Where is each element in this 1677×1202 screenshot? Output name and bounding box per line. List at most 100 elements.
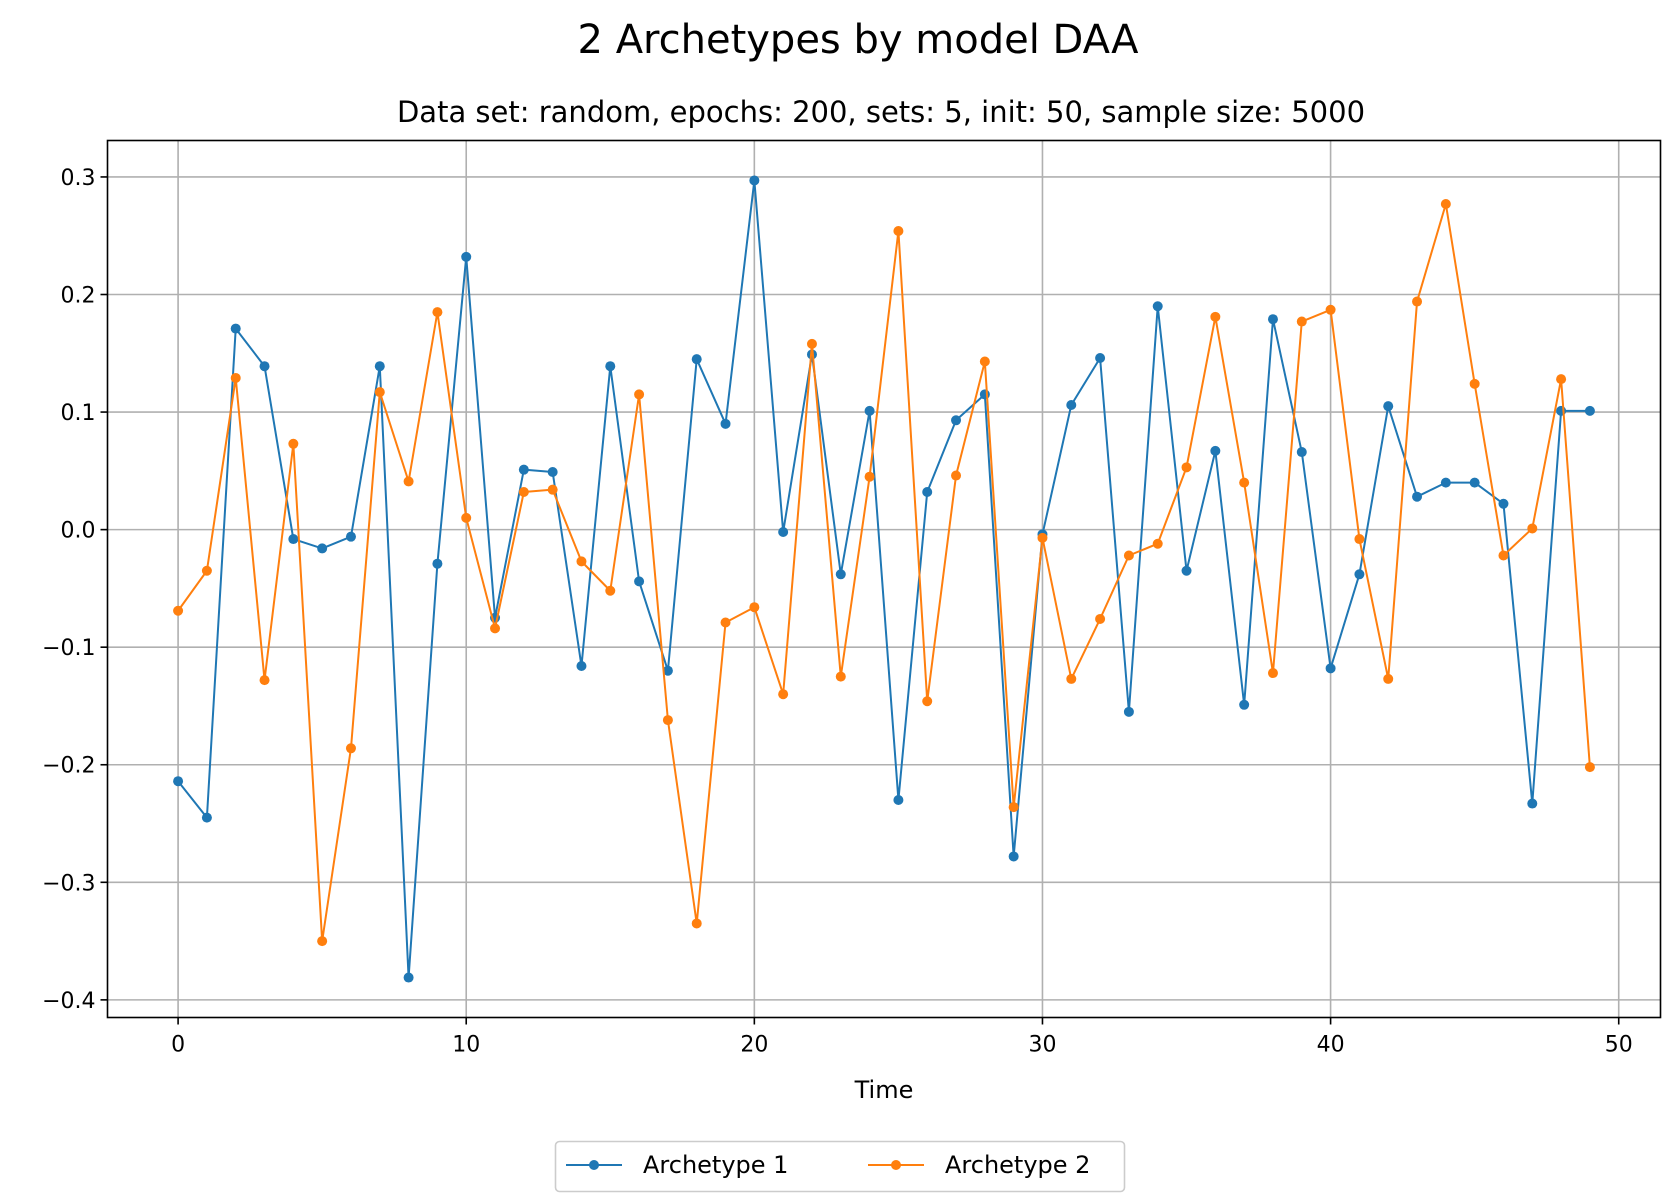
data-point-archetype-1 <box>778 526 789 537</box>
data-point-archetype-2 <box>1181 462 1192 473</box>
y-tick-label: −0.2 <box>42 754 95 779</box>
data-point-archetype-2 <box>605 585 616 596</box>
y-tick-label: −0.4 <box>42 989 95 1014</box>
data-point-archetype-1 <box>1325 663 1336 674</box>
grid <box>107 140 1661 1018</box>
data-point-archetype-1 <box>1181 565 1192 576</box>
series-archetype-1 <box>173 175 1595 983</box>
data-point-archetype-2 <box>173 605 184 616</box>
data-point-archetype-2 <box>864 471 875 482</box>
data-point-archetype-1 <box>432 558 443 569</box>
data-point-archetype-1 <box>634 576 645 587</box>
legend-label-archetype-2: Archetype 2 <box>945 1151 1090 1179</box>
data-point-archetype-2 <box>691 918 702 929</box>
data-point-archetype-2 <box>835 671 846 682</box>
data-point-archetype-2 <box>1267 668 1278 679</box>
y-tick-label: −0.3 <box>42 871 95 896</box>
data-point-archetype-1 <box>345 531 356 542</box>
x-axis-label: Time <box>854 1076 914 1104</box>
data-point-archetype-2 <box>1123 550 1134 561</box>
data-point-archetype-2 <box>1296 316 1307 327</box>
x-tick-label: 50 <box>1605 1033 1633 1058</box>
data-point-archetype-1 <box>1239 699 1250 710</box>
legend-marker-archetype-1 <box>589 1160 599 1170</box>
data-point-archetype-2 <box>1469 378 1480 389</box>
data-point-archetype-2 <box>1440 198 1451 209</box>
data-point-archetype-2 <box>1354 534 1365 545</box>
data-point-archetype-2 <box>288 438 299 449</box>
data-point-archetype-1 <box>1498 498 1509 509</box>
data-point-archetype-2 <box>576 556 587 567</box>
x-tick-label: 40 <box>1317 1033 1345 1058</box>
data-point-archetype-1 <box>605 361 616 372</box>
data-point-archetype-2 <box>951 470 962 481</box>
data-point-archetype-2 <box>230 372 241 383</box>
data-point-archetype-1 <box>835 569 846 580</box>
data-point-archetype-1 <box>1008 851 1019 862</box>
data-point-archetype-1 <box>1095 352 1106 363</box>
data-point-archetype-2 <box>1412 296 1423 307</box>
data-point-archetype-2 <box>1239 477 1250 488</box>
series-archetype-2 <box>173 198 1595 947</box>
data-point-archetype-1 <box>1354 569 1365 580</box>
chart-title: 2 Archetypes by model DAA <box>578 17 1140 63</box>
data-point-archetype-2 <box>806 338 817 349</box>
data-point-archetype-2 <box>1584 762 1595 773</box>
axes: 0 10 20 30 40 50 0.3 0.2 0.1 0.0 −0.1 −0.2 −0.3 −0.4 <box>42 166 1633 1058</box>
data-point-archetype-2 <box>403 476 414 487</box>
data-point-archetype-1 <box>173 776 184 787</box>
data-point-archetype-2 <box>893 226 904 237</box>
data-point-archetype-2 <box>1498 550 1509 561</box>
data-point-archetype-1 <box>1527 798 1538 809</box>
data-point-archetype-1 <box>1469 477 1480 488</box>
data-point-archetype-2 <box>1066 673 1077 684</box>
data-point-archetype-1 <box>720 418 731 429</box>
data-point-archetype-2 <box>345 743 356 754</box>
legend-label-archetype-1: Archetype 1 <box>643 1151 788 1179</box>
x-tick-label: 0 <box>171 1033 185 1058</box>
data-point-archetype-1 <box>259 361 270 372</box>
data-point-archetype-1 <box>374 361 385 372</box>
data-point-archetype-2 <box>749 602 760 613</box>
legend: Archetype 1 Archetype 2 <box>554 1140 1126 1193</box>
data-point-archetype-2 <box>547 484 558 495</box>
y-tick-label: 0.3 <box>61 166 96 191</box>
data-point-archetype-1 <box>662 665 673 676</box>
data-point-archetype-2 <box>634 389 645 400</box>
data-point-archetype-1 <box>576 660 587 671</box>
x-tick-label: 10 <box>452 1033 480 1058</box>
y-tick-label: −0.1 <box>42 636 95 661</box>
data-point-archetype-2 <box>720 617 731 628</box>
data-point-archetype-2 <box>201 565 212 576</box>
data-point-archetype-1 <box>317 543 328 554</box>
data-point-archetype-1 <box>864 405 875 416</box>
y-tick-label: 0.2 <box>61 284 96 309</box>
series-layer <box>173 175 1595 983</box>
legend-box <box>554 1140 1126 1193</box>
data-point-archetype-1 <box>1412 491 1423 502</box>
data-point-archetype-2 <box>1383 673 1394 684</box>
data-point-archetype-2 <box>1037 532 1048 543</box>
data-point-archetype-2 <box>374 387 385 398</box>
y-tick-label: 0.1 <box>61 401 96 426</box>
data-point-archetype-2 <box>1008 802 1019 813</box>
data-point-archetype-1 <box>922 487 933 498</box>
series-line-archetype-2 <box>177 202 1591 943</box>
data-point-archetype-2 <box>432 307 443 318</box>
series-line-archetype-1 <box>177 179 1590 979</box>
x-tick-label: 20 <box>740 1033 768 1058</box>
data-point-archetype-2 <box>979 356 990 367</box>
chart-subtitle: Data set: random, epochs: 200, sets: 5, … <box>397 95 1365 129</box>
data-point-archetype-1 <box>461 251 472 262</box>
data-point-archetype-1 <box>288 534 299 545</box>
data-point-archetype-2 <box>922 696 933 707</box>
data-point-archetype-1 <box>518 464 529 475</box>
data-point-archetype-2 <box>662 715 673 726</box>
data-point-archetype-1 <box>1123 706 1134 717</box>
data-point-archetype-2 <box>778 689 789 700</box>
data-point-archetype-1 <box>547 467 558 478</box>
x-tick-label: 30 <box>1028 1033 1056 1058</box>
data-point-archetype-1 <box>1584 405 1595 416</box>
data-point-archetype-1 <box>403 972 414 983</box>
